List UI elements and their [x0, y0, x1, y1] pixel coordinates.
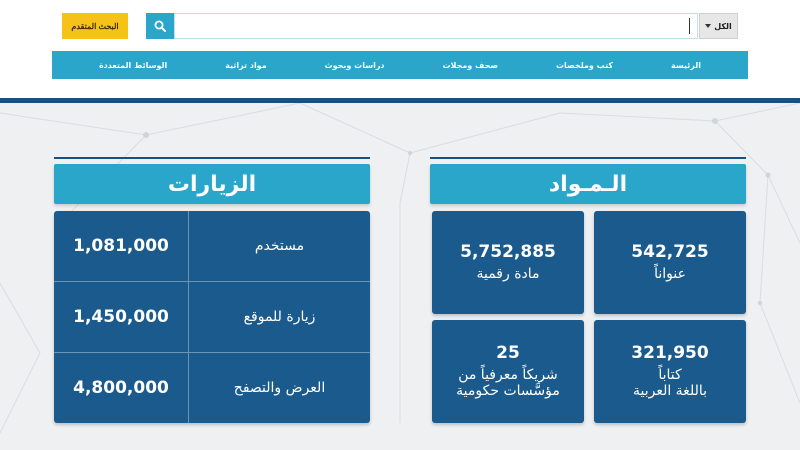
- materials-rule: [430, 157, 746, 159]
- statistics-section: الزيارات 1,081,000 مستخدم 1,450,000 زيار…: [0, 103, 800, 450]
- visits-value: 1,081,000: [73, 236, 169, 256]
- visits-value: 1,450,000: [73, 307, 169, 327]
- site-header: البحث المتقدم الكل الرئيسة كتب وملخصات ص…: [0, 0, 800, 98]
- advanced-search-button[interactable]: البحث المتقدم: [62, 13, 128, 39]
- row-divider: [54, 352, 370, 353]
- stat-card-titles: 542,725 عنواناً: [594, 211, 746, 314]
- visits-value: 4,800,000: [73, 378, 169, 398]
- search-scope-select[interactable]: الكل: [699, 13, 738, 39]
- nav-item-periodicals[interactable]: صحف ومجلات: [442, 60, 499, 70]
- stat-label: شريكاً معرفياً من مؤسَّسات حكومية: [456, 367, 560, 399]
- stat-value: 25: [496, 343, 520, 364]
- network-background-pattern: [0, 103, 800, 434]
- search-input[interactable]: [174, 13, 698, 39]
- visits-row-site-visits: 1,450,000 زيارة للموقع: [54, 282, 370, 352]
- stat-label-line: شريكاً معرفياً من: [458, 366, 558, 383]
- stat-label: كتاباً باللغة العربية: [633, 367, 707, 399]
- visits-table: 1,081,000 مستخدم 1,450,000 زيارة للموقع …: [54, 211, 370, 423]
- visits-row-views: 4,800,000 العرض والتصفح: [54, 353, 370, 423]
- caret-down-icon: [705, 24, 712, 28]
- materials-title: الـمـواد: [430, 164, 746, 204]
- stat-label-line: باللغة العربية: [632, 382, 708, 399]
- nav-item-home[interactable]: الرئيسة: [670, 60, 701, 70]
- stat-label: عنواناً: [654, 265, 686, 282]
- row-divider: [54, 281, 370, 282]
- search-icon: [154, 20, 166, 32]
- stat-value: 5,752,885: [460, 242, 556, 263]
- visits-title: الزيارات: [54, 164, 370, 204]
- stat-card-digital-items: 5,752,885 مادة رقمية: [432, 211, 584, 314]
- stat-value: 321,950: [631, 343, 709, 364]
- stat-card-arabic-books: 321,950 كتاباً باللغة العربية: [594, 320, 746, 423]
- stat-label: مادة رقمية: [476, 265, 540, 282]
- search-scope-value: الكل: [714, 21, 732, 31]
- nav-item-heritage[interactable]: مواد تراثية: [225, 60, 267, 70]
- stat-card-partners: 25 شريكاً معرفياً من مؤسَّسات حكومية: [432, 320, 584, 423]
- search-button[interactable]: [146, 13, 174, 39]
- main-nav: الرئيسة كتب وملخصات صحف ومجلات دراسات وب…: [52, 51, 748, 79]
- stat-value: 542,725: [631, 242, 709, 263]
- visits-label: العرض والتصفح: [188, 353, 370, 423]
- text-cursor: [689, 18, 690, 34]
- stat-label-line: مؤسَّسات حكومية: [456, 382, 560, 399]
- header-divider: [0, 98, 800, 103]
- visits-label: مستخدم: [188, 211, 370, 281]
- visits-row-users: 1,081,000 مستخدم: [54, 211, 370, 281]
- visits-rule: [54, 157, 370, 159]
- visits-label: زيارة للموقع: [188, 282, 370, 352]
- nav-item-multimedia[interactable]: الوسائط المتعددة: [98, 60, 168, 70]
- nav-item-studies[interactable]: دراسات وبحوث: [324, 60, 385, 70]
- nav-item-books[interactable]: كتب وملخصات: [556, 60, 614, 70]
- stat-label-line: كتاباً: [658, 366, 682, 383]
